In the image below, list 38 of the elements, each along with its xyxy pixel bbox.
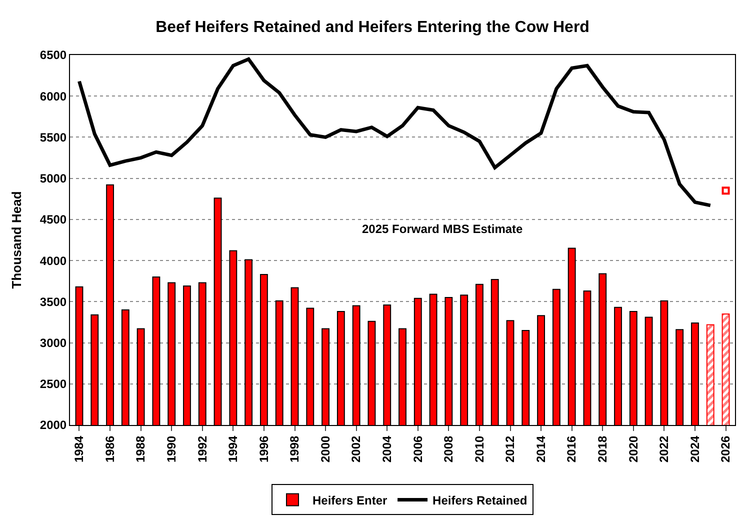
x-tick-label: 2020 (626, 435, 640, 463)
y-tick-label: 6000 (40, 89, 67, 104)
x-tick-label: 2014 (534, 435, 548, 463)
y-tick-label: 2000 (40, 418, 67, 432)
legend-label: Heifers Retained (432, 493, 528, 508)
y-tick-label: 2500 (40, 377, 67, 392)
x-tick-label: 2000 (318, 435, 332, 463)
y-tick-label: 3000 (40, 336, 67, 350)
x-tick-label: 2016 (564, 435, 579, 463)
chart-title: Beef Heifers Retained and Heifers Entering the Cow Herd (156, 19, 590, 36)
line-series (77, 57, 712, 208)
x-tick-label: 2026 (718, 435, 733, 463)
x-tick-label: 1990 (164, 435, 178, 463)
x-tick-label: 2022 (657, 435, 672, 463)
y-tick-label: 4500 (40, 212, 67, 227)
y-axis-title: Thousand Head (8, 191, 24, 289)
y-tick-label: 6500 (40, 48, 67, 62)
y-tick-label: 3500 (40, 294, 67, 309)
y-tick-label: 4000 (40, 254, 67, 268)
x-tick-label: 1998 (288, 435, 302, 463)
x-tick-label: 1986 (102, 435, 117, 463)
x-tick-label: 2008 (442, 435, 456, 463)
x-tick-label: 2006 (410, 435, 425, 463)
x-tick-label: 1988 (134, 435, 148, 463)
x-tick-label: 1994 (226, 435, 240, 463)
annotation: 2025 Forward MBS Estimate (362, 222, 524, 236)
x-tick-label: 2018 (596, 435, 610, 463)
y-tick-label: 5000 (40, 172, 67, 186)
x-tick-label: 2004 (380, 435, 394, 463)
x-tick-label: 1992 (195, 435, 210, 463)
x-tick-label: 1984 (72, 435, 86, 463)
x-tick-label: 2024 (688, 435, 702, 463)
x-tick-label: 2012 (503, 435, 518, 463)
y-tick-label: 5500 (40, 130, 67, 144)
x-tick-label: 2002 (349, 435, 364, 463)
x-tick-label: 1996 (256, 435, 271, 463)
legend-label: Heifers Enter (312, 493, 388, 508)
x-tick-label: 2010 (472, 435, 486, 463)
